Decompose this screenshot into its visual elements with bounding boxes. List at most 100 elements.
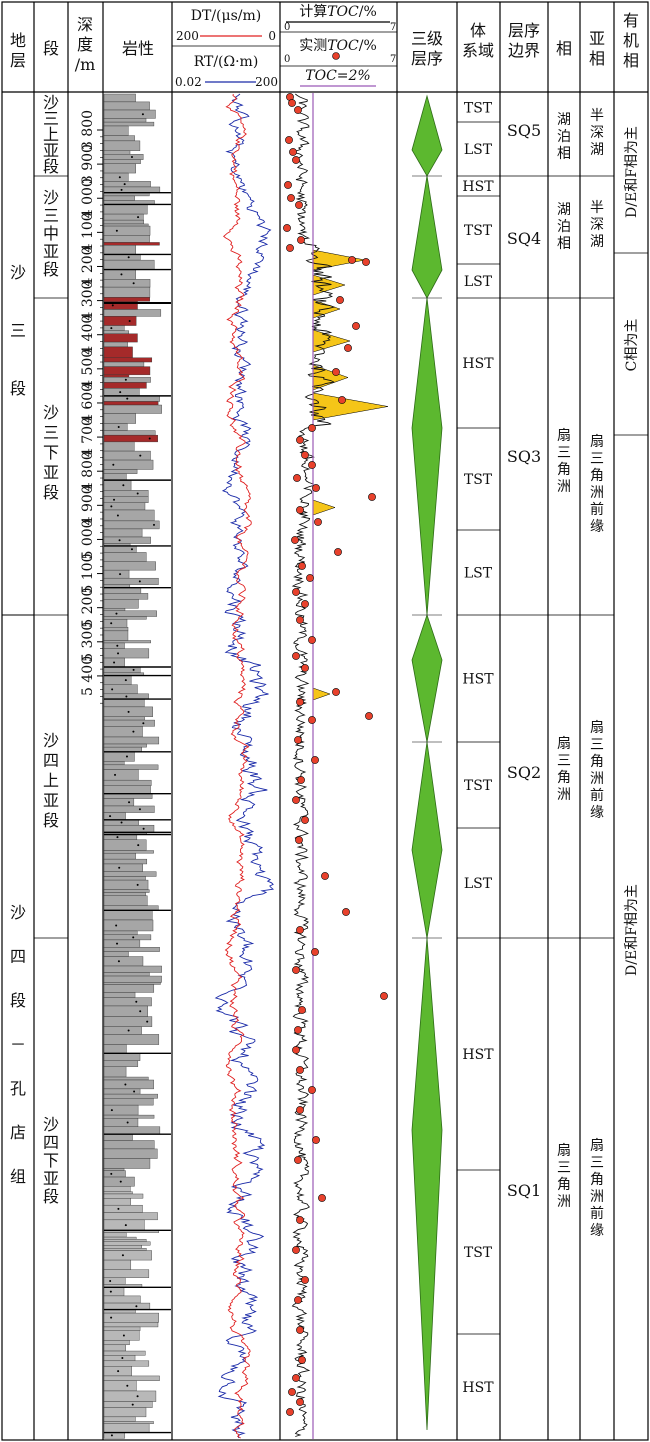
lith-grain xyxy=(136,883,139,886)
toc-measured-point xyxy=(294,736,302,744)
toc-measured-point xyxy=(284,181,292,189)
lith-bed xyxy=(103,1241,151,1246)
lith-bed xyxy=(103,140,141,151)
depth-label-12: 5 000 xyxy=(80,519,96,559)
lith-bed xyxy=(103,627,129,632)
toc-meas-legend-point xyxy=(332,52,340,60)
lith-bed xyxy=(103,1375,160,1381)
toc-measured-point xyxy=(294,1156,302,1164)
toc-calc-curve xyxy=(291,93,336,1437)
lith-bed xyxy=(103,1212,158,1221)
lith-grain xyxy=(133,1090,136,1093)
lith-grain xyxy=(125,695,128,698)
lith-bed xyxy=(103,502,146,511)
rt-curve xyxy=(214,93,275,1439)
member-label-2: 沙三下亚段 xyxy=(43,403,59,502)
strata-sha4-kongdian: 沙四段－孔店组 xyxy=(10,903,26,1186)
lith-grain xyxy=(116,942,119,945)
lith-bed xyxy=(103,630,129,641)
toc-measured-point xyxy=(297,236,305,244)
lith-bed xyxy=(103,1104,139,1116)
lith-bed xyxy=(103,684,138,695)
lith-bed xyxy=(103,889,150,893)
lith-bed xyxy=(103,834,138,840)
lith-bed xyxy=(103,1380,137,1392)
systems-tract-hst: HST xyxy=(462,672,494,688)
toc-measured-point xyxy=(296,506,304,514)
systems-tract-tst: TST xyxy=(464,1245,493,1261)
lith-bed xyxy=(103,599,139,609)
systems-tract-lst: LST xyxy=(464,876,493,892)
toc-measured-point xyxy=(338,396,346,404)
lith-grain xyxy=(116,514,119,517)
lith-grain xyxy=(139,1010,142,1013)
lith-grain xyxy=(123,183,126,186)
lith-grain xyxy=(109,1280,112,1283)
lith-grain xyxy=(135,1305,138,1308)
sequence-column: SQ5 SQ4 SQ3 SQ2 SQ1 xyxy=(500,121,614,1200)
lith-bed xyxy=(103,619,128,628)
subfacies-4: 扇三角洲前缘 xyxy=(590,1138,604,1239)
toc-measured-point xyxy=(296,616,304,624)
lith-bed xyxy=(103,159,141,164)
lith-bed xyxy=(103,357,153,363)
lith-bed xyxy=(103,223,149,227)
lith-bed xyxy=(103,1034,160,1045)
header-toc-meas-right: 7 xyxy=(390,54,396,65)
lith-bed xyxy=(103,934,152,941)
lith-grain xyxy=(122,1334,125,1337)
depth-label-15: 5 300 xyxy=(80,622,96,662)
lith-bed xyxy=(103,956,144,967)
lith-bed xyxy=(103,1044,127,1054)
lith-grain xyxy=(109,815,112,818)
organic-facies-1: C相为主 xyxy=(624,319,640,372)
header-toc-meas-left: 0 xyxy=(284,54,290,65)
lith-bed xyxy=(103,675,132,685)
lith-bed xyxy=(103,965,162,973)
toc-measured-point xyxy=(308,1086,316,1094)
toc-measured-point xyxy=(292,966,300,974)
header-systems-tract: 体系域 xyxy=(462,21,494,60)
lith-bed xyxy=(103,186,161,193)
header-subfacies: 亚相 xyxy=(589,29,605,68)
lith-bed xyxy=(103,919,154,932)
lith-grain xyxy=(124,378,127,381)
lith-grain xyxy=(127,256,130,259)
lith-bed xyxy=(103,1198,131,1206)
toc-measured-point xyxy=(296,1216,304,1224)
lith-bed xyxy=(103,640,151,644)
lith-bed xyxy=(103,1302,151,1310)
lith-bed xyxy=(103,1238,147,1242)
header-facies: 相 xyxy=(556,39,572,58)
lith-bed xyxy=(103,1066,127,1078)
lith-bed xyxy=(103,939,141,948)
toc-measured-point xyxy=(295,201,303,209)
lith-grain xyxy=(110,1434,113,1437)
toc-measured-point xyxy=(336,296,344,304)
toc-measured-point xyxy=(298,562,306,570)
lith-grain xyxy=(141,113,144,116)
lith-grain xyxy=(120,188,123,191)
lith-bed xyxy=(103,279,151,288)
lith-grain xyxy=(128,801,131,804)
lith-grain xyxy=(139,454,142,457)
lith-grain xyxy=(130,548,133,551)
toc-measured-point xyxy=(308,461,316,469)
lith-bed xyxy=(103,1232,127,1238)
lith-bed xyxy=(103,181,151,188)
lith-grain xyxy=(121,1254,124,1257)
lith-bed xyxy=(103,743,147,748)
lith-bed xyxy=(103,135,135,142)
lith-bed xyxy=(103,1076,149,1081)
systems-tract-hst: HST xyxy=(462,179,494,195)
lith-bed xyxy=(103,892,146,896)
organic-facies-column: D/E和F相为主 C相为主 D/E和F相为主 xyxy=(614,126,648,976)
sequence-triangle-0 xyxy=(411,94,443,177)
header-depth: 深度/m xyxy=(75,15,96,74)
systems-tract-tst: TST xyxy=(464,223,493,239)
toc-measured-point xyxy=(301,451,309,459)
lith-bed xyxy=(103,824,155,833)
